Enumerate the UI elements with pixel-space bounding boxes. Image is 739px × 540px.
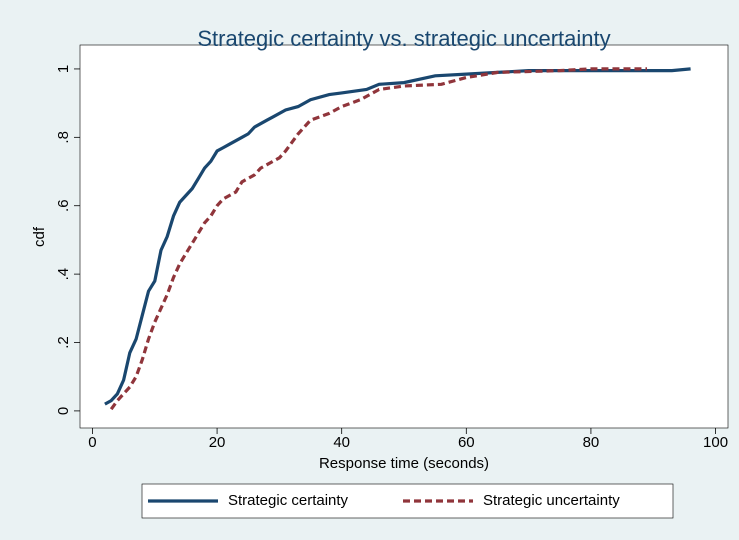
y-tick-label: 0 [55, 407, 72, 415]
legend-label: Strategic uncertainty [483, 492, 620, 509]
plot-area [79, 44, 729, 429]
y-tick-label: .6 [55, 199, 72, 212]
y-tick-label: .4 [55, 268, 72, 281]
y-tick-label: 1 [55, 65, 72, 73]
series-line [109, 67, 647, 411]
y-tick-label: .8 [55, 131, 72, 144]
x-tick-label: 40 [333, 434, 350, 451]
x-tick-label: 100 [703, 434, 728, 451]
x-tick-label: 60 [458, 434, 475, 451]
x-tick-label: 0 [88, 434, 96, 451]
y-axis-label: cdf [31, 226, 48, 247]
chart-title: Strategic certainty vs. strategic uncert… [197, 26, 610, 51]
legend-label: Strategic certainty [228, 492, 349, 509]
x-tick-label: 80 [583, 434, 600, 451]
series-line [104, 67, 691, 406]
x-axis-label: Response time (seconds) [319, 455, 489, 472]
y-tick-label: .2 [55, 336, 72, 349]
x-tick-label: 20 [209, 434, 226, 451]
